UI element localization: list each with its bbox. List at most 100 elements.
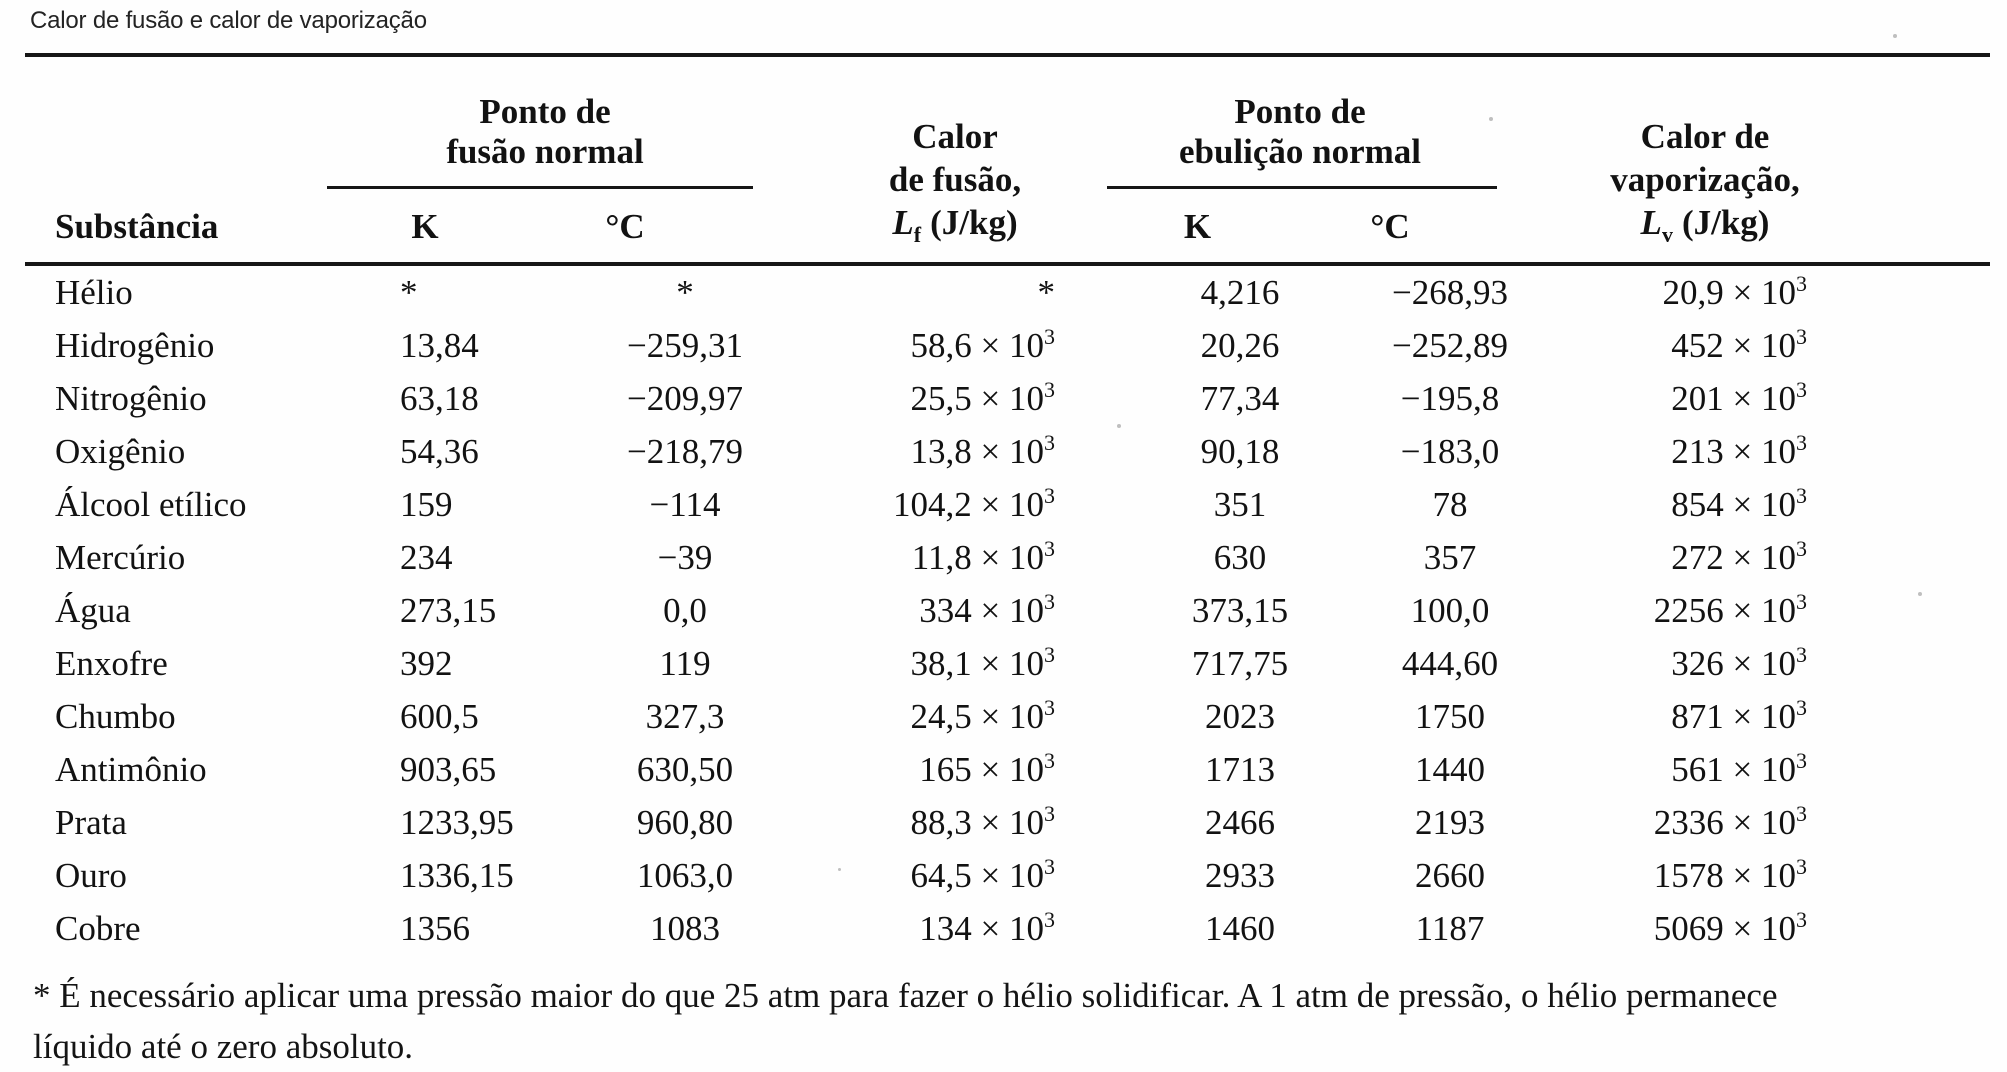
header-line: de fusão,	[888, 160, 1022, 199]
cell-boiling-C: 1440	[1415, 749, 1485, 789]
cell-fusion-K: *	[400, 272, 418, 312]
cell-fusion-C: −209,97	[627, 378, 743, 418]
cell-substance: Mercúrio	[55, 537, 186, 577]
cell-fusion-K: 159	[400, 484, 453, 524]
header-symbol-line: Lf (J/kg)	[830, 201, 1080, 247]
cell-boiling-C: 2660	[1415, 855, 1485, 895]
table-row: Hélio * * * 4,216 −268,93 20,9 × 103	[0, 266, 2007, 319]
cell-heat-of-fusion: 24,5 × 103	[910, 694, 1056, 736]
cell-heat-of-fusion: 165 × 103	[919, 747, 1055, 789]
cell-heat-of-vaporization: 326 × 103	[1671, 641, 1807, 683]
cell-heat-of-fusion: 58,6 × 103	[910, 323, 1056, 365]
table-row: Prata 1233,95 960,80 88,3 × 103 2466 2193 2336…	[0, 796, 2007, 849]
cell-boiling-C: −183,0	[1400, 431, 1500, 471]
column-header-substance: Substância	[55, 207, 219, 246]
boiling-subheader-rule	[1107, 186, 1497, 189]
cell-fusion-C: −218,79	[627, 431, 743, 471]
cell-fusion-C: −39	[657, 537, 713, 577]
cell-boiling-K: 1713	[1205, 749, 1275, 789]
cell-boiling-K: 90,18	[1200, 431, 1280, 471]
cell-substance: Prata	[55, 802, 127, 842]
cell-heat-of-vaporization: 854 × 103	[1671, 482, 1807, 524]
cell-fusion-C: 630,50	[636, 749, 734, 789]
cell-boiling-C: 2193	[1415, 802, 1485, 842]
cell-heat-of-fusion: 104,2 × 103	[893, 482, 1055, 524]
table-row: Cobre 1356 1083 134 × 103 1460 1187 5069 × 103	[0, 902, 2007, 955]
cell-substance: Água	[55, 590, 131, 630]
cell-fusion-C: −114	[649, 484, 721, 524]
cell-substance: Antimônio	[55, 749, 207, 789]
unit-label: (J/kg)	[930, 203, 1018, 242]
cell-boiling-C: −195,8	[1400, 378, 1500, 418]
cell-boiling-C: 78	[1432, 484, 1468, 524]
cell-heat-of-vaporization: 871 × 103	[1671, 694, 1807, 736]
cell-boiling-K: 717,75	[1191, 643, 1289, 683]
table-row: Água 273,15 0,0 334 × 103 373,15 100,0 2256 × …	[0, 584, 2007, 637]
cell-fusion-K: 54,36	[400, 431, 479, 471]
cell-substance: Oxigênio	[55, 431, 186, 471]
scan-artifact-dot	[1893, 34, 1897, 38]
cell-heat-of-fusion: 88,3 × 103	[910, 800, 1056, 842]
table-header: Substância Ponto de fusão normal K °C Ca…	[0, 59, 2007, 262]
cell-substance: Cobre	[55, 908, 141, 948]
cell-substance: Ouro	[55, 855, 127, 895]
cell-heat-of-vaporization: 201 × 103	[1671, 376, 1807, 418]
cell-heat-of-fusion: 134 × 103	[919, 906, 1055, 948]
table-row: Hidrogênio 13,84 −259,31 58,6 × 103 20,26 −25…	[0, 319, 2007, 372]
cell-fusion-K: 63,18	[400, 378, 479, 418]
latent-heat-subscript: v	[1661, 222, 1673, 247]
table-caption: Calor de fusão e calor de vaporização	[30, 7, 427, 34]
latent-heat-symbol: L	[892, 203, 914, 242]
cell-heat-of-vaporization: 2256 × 103	[1653, 588, 1807, 630]
cell-fusion-K: 1356	[400, 908, 470, 948]
scan-artifact-dot	[1918, 592, 1922, 596]
cell-boiling-K: 2933	[1205, 855, 1275, 895]
table-row: Enxofre 392 119 38,1 × 103 717,75 444,60 326 ×…	[0, 637, 2007, 690]
fusion-subheader-rule	[327, 186, 753, 189]
cell-substance: Hélio	[55, 272, 133, 312]
cell-fusion-C: 1063,0	[636, 855, 734, 895]
latent-heat-subscript: f	[913, 222, 922, 247]
cell-heat-of-vaporization: 561 × 103	[1671, 747, 1807, 789]
cell-substance: Nitrogênio	[55, 378, 207, 418]
cell-fusion-K: 13,84	[400, 325, 479, 365]
group-header-fusion-point: Ponto de fusão normal	[330, 92, 760, 172]
cell-substance: Hidrogênio	[55, 325, 215, 365]
cell-fusion-K: 1336,15	[400, 855, 514, 895]
cell-fusion-K: 392	[400, 643, 453, 683]
header-line: Calor	[912, 117, 998, 156]
header-symbol-line: Lv (J/kg)	[1540, 201, 1870, 247]
cell-heat-of-vaporization: 272 × 103	[1671, 535, 1807, 577]
cell-substance: Álcool etílico	[55, 484, 247, 524]
substances-table: Hélio * * * 4,216 −268,93 20,9 × 103 Hidrogênio…	[0, 266, 2007, 955]
cell-fusion-C: 960,80	[636, 802, 734, 842]
group-header-line: Ponto de	[479, 92, 611, 131]
cell-fusion-C: 0,0	[663, 590, 707, 630]
cell-fusion-K: 903,65	[400, 749, 497, 789]
cell-boiling-K: 1460	[1205, 908, 1275, 948]
cell-fusion-C: 119	[659, 643, 711, 683]
cell-heat-of-fusion: 38,1 × 103	[910, 641, 1056, 683]
column-header-fusion-kelvin: K	[411, 207, 439, 246]
cell-heat-of-fusion: 13,8 × 103	[910, 429, 1056, 471]
cell-fusion-C: −259,31	[627, 325, 743, 365]
cell-boiling-K: 373,15	[1191, 590, 1289, 630]
table-row: Antimônio 903,65 630,50 165 × 103 1713 1440 56…	[0, 743, 2007, 796]
cell-heat-of-fusion: 334 × 103	[919, 588, 1055, 630]
cell-heat-of-vaporization: 1578 × 103	[1653, 853, 1807, 895]
table-row: Mercúrio 234 −39 11,8 × 103 630 357 272 × 103	[0, 531, 2007, 584]
column-header-boiling-celsius: °C	[1370, 207, 1410, 246]
table-row: Ouro 1336,15 1063,0 64,5 × 103 2933 2660 1578 …	[0, 849, 2007, 902]
cell-boiling-C: 100,0	[1410, 590, 1490, 630]
cell-boiling-C: 1750	[1415, 696, 1485, 736]
group-header-line: fusão normal	[446, 132, 644, 171]
scan-artifact-dot	[838, 868, 841, 871]
cell-heat-of-fusion: *	[1037, 272, 1056, 312]
cell-boiling-K: 2466	[1205, 802, 1275, 842]
scan-artifact-dot	[1489, 117, 1493, 121]
cell-substance: Enxofre	[55, 643, 168, 683]
table-row: Nitrogênio 63,18 −209,97 25,5 × 103 77,34 −19…	[0, 372, 2007, 425]
latent-heat-symbol: L	[1640, 203, 1662, 242]
column-header-heat-of-fusion: Calor de fusão, Lf (J/kg)	[830, 115, 1080, 247]
